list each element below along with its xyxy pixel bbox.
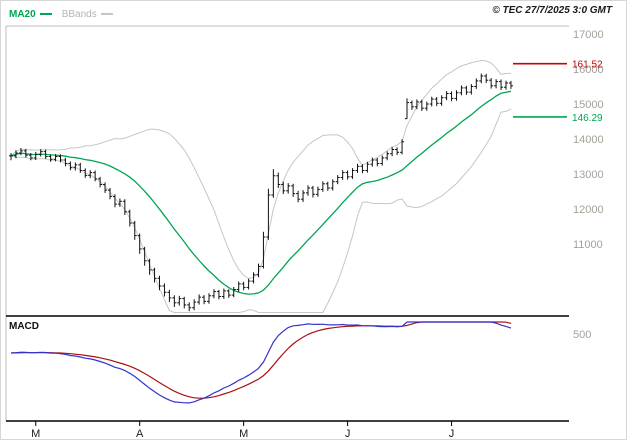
chart-borders (5, 25, 569, 422)
price-axis-label: 16000 (573, 64, 604, 76)
month-label: A (136, 428, 144, 440)
resistance-level: 161.52 (513, 60, 603, 71)
macd-panel: MACD 500 (9, 321, 591, 404)
macd-line (10, 321, 512, 404)
month-label: M (31, 428, 40, 440)
legend-bbands: BBands (62, 9, 113, 20)
month-label: J (345, 428, 351, 440)
support-level: 146.29 (513, 113, 603, 124)
price-axis-label: 13000 (573, 169, 604, 181)
price-axis-label: 12000 (573, 204, 604, 216)
candlesticks (9, 73, 513, 312)
month-label: J (449, 428, 455, 440)
price-axis-labels: 17000 16000 15000 14000 13000 12000 11000 (573, 29, 604, 251)
macd-axis-label: 500 (573, 329, 591, 341)
copyright-text: © TEC 27/7/2025 3:0 GMT (492, 5, 612, 16)
legend-ma20: MA20 (9, 9, 52, 20)
macd-signal-line (10, 321, 512, 399)
bollinger-upper-band (10, 59, 511, 279)
resistance-level-label: 161.52 (572, 60, 603, 71)
price-axis-label: 17000 (573, 29, 604, 41)
bollinger-lower-band (10, 108, 512, 313)
legend-ma20-label: MA20 (9, 8, 36, 20)
support-level-label: 146.29 (572, 113, 603, 124)
bbands-line-swatch (100, 13, 113, 15)
chart-legend: MA20 BBands (9, 4, 123, 24)
ma20-line-swatch (39, 13, 52, 15)
legend-bbands-label: BBands (61, 8, 97, 20)
macd-panel-title: MACD (9, 321, 39, 332)
month-label: M (239, 428, 248, 440)
price-axis-label: 11000 (573, 239, 603, 251)
price-axis-label: 15000 (573, 99, 604, 111)
ma20-line (10, 90, 512, 295)
price-axis-label: 14000 (573, 134, 604, 146)
